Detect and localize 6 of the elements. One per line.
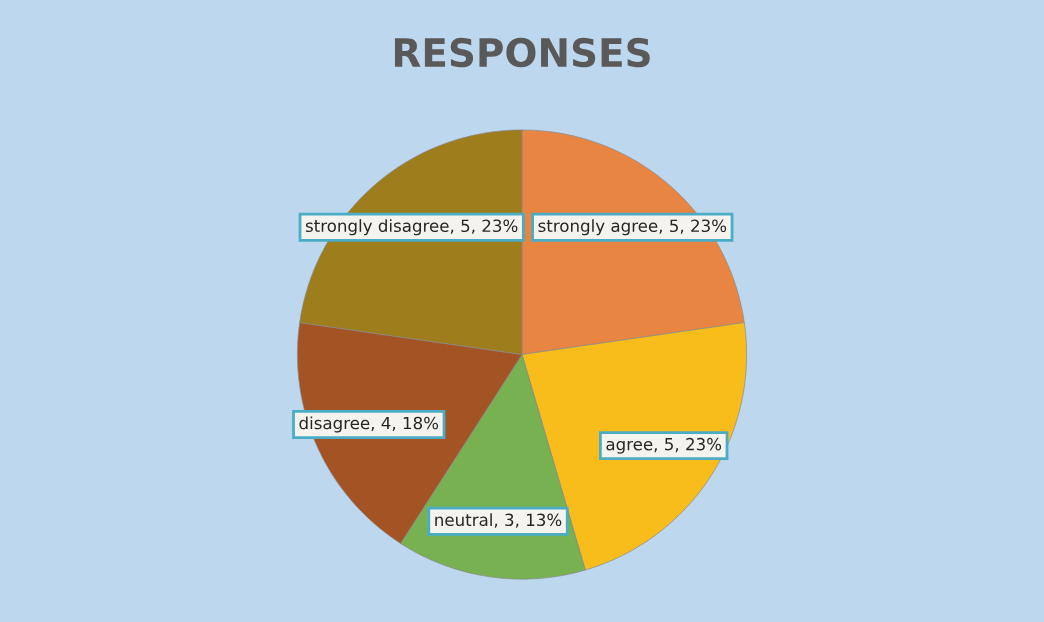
slice-label: disagree, 4, 18%	[299, 416, 439, 433]
slice-label: agree, 5, 23%	[606, 437, 722, 454]
slice-label: neutral, 3, 13%	[435, 513, 562, 528]
slice-label: strongly agree, 5, 23%	[538, 219, 727, 236]
slice-label: strongly disagree, 5, 23%	[305, 219, 518, 236]
chart-title: RESPONSES	[394, 37, 650, 68]
